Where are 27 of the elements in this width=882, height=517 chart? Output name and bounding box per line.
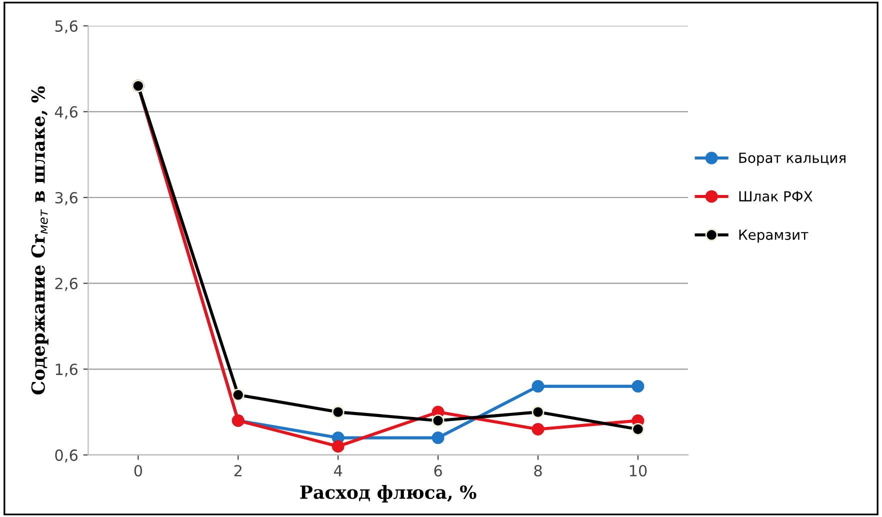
point	[532, 406, 544, 418]
x-tick-label: 10	[630, 464, 647, 477]
x-tick-label: 6	[434, 464, 442, 477]
point	[432, 432, 444, 444]
point	[532, 380, 544, 393]
y-axis-title: Содержание Cr$_{мет}$ в шлаке, %	[31, 86, 48, 394]
point	[432, 414, 444, 427]
x-axis-title: Расход флюса, %	[300, 485, 476, 502]
legend-label: Борат кальция	[739, 152, 846, 166]
y-tick-label: 5,6	[55, 20, 78, 34]
y-tick-label: 3,6	[55, 192, 78, 206]
x-tick-label: 2	[234, 464, 242, 476]
point	[332, 406, 344, 418]
y-tick-label: 0,6	[55, 449, 78, 463]
y-tick-label: 2,6	[55, 278, 78, 291]
point	[532, 422, 544, 436]
point	[332, 440, 344, 453]
legend-label: Шлак РФХ	[739, 191, 812, 202]
y-tick-label: 4,6	[54, 106, 78, 120]
y-tick-label: 1,6	[56, 364, 78, 377]
x-tick-label: 0	[134, 464, 142, 477]
x-tick-label: 4	[334, 465, 342, 476]
point	[632, 380, 644, 393]
point	[632, 422, 644, 436]
x-tick-label: 8	[534, 464, 542, 477]
legend-label: Керамзит	[739, 230, 808, 243]
point	[232, 388, 244, 402]
